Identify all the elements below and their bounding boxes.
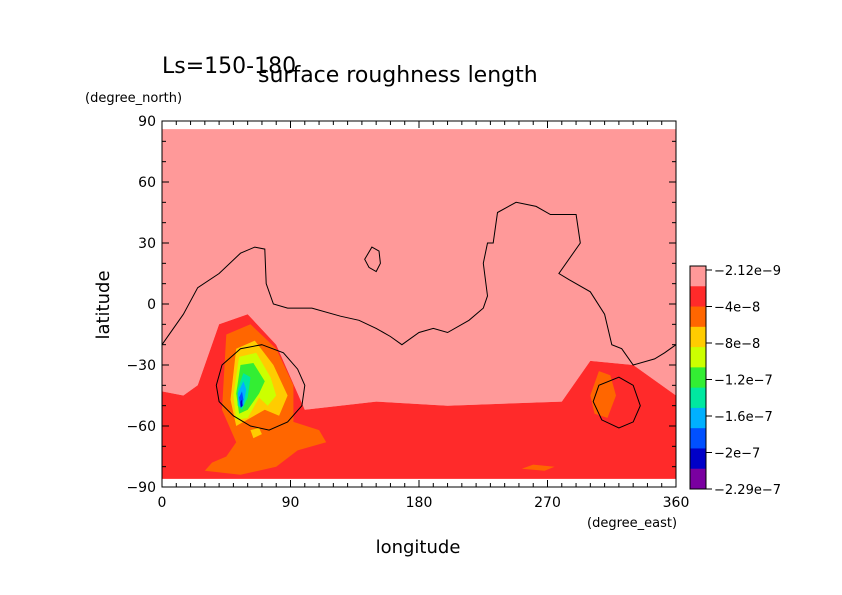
- y-tick-label: 30: [138, 236, 156, 252]
- region-level-9-12: [240, 399, 243, 408]
- colorbar-label: −2e−7: [714, 447, 760, 462]
- y-tick-label: 90: [138, 114, 156, 130]
- x-tick-label: 270: [534, 495, 561, 511]
- y-unit-label: (degree_north): [85, 91, 182, 106]
- region-level-2-4: [521, 464, 555, 471]
- colorbar-swatch: [690, 347, 706, 368]
- colorbar-label: −4e−8: [714, 301, 760, 316]
- x-tick-label: 180: [406, 495, 433, 511]
- colorbar-swatch: [690, 428, 706, 449]
- contour-line-2: [215, 344, 306, 431]
- colorbar-swatch: [690, 387, 706, 409]
- colorbar-swatch: [690, 326, 706, 348]
- subtitle-season: Ls=150-180: [162, 54, 296, 79]
- colorbar-label: −1.6e−7: [714, 410, 773, 425]
- chart-title: surface roughness length: [258, 63, 538, 88]
- colorbar-swatch: [690, 266, 706, 287]
- contour-line-1: [364, 246, 381, 273]
- colorbar-frame: [689, 265, 707, 490]
- colorbar: −2.12e−9 −4e−8 −8e−8 −1.2e−7 −1.6e−7 −2e−7 −2.…: [689, 264, 781, 498]
- colorbar-swatch: [690, 407, 706, 429]
- contour-lines: [161, 201, 677, 431]
- y-tick-label: −90: [126, 480, 156, 496]
- x-tick-label: 360: [663, 495, 690, 511]
- y-tick-label: −60: [126, 419, 156, 435]
- region-level-3-6: [250, 428, 262, 439]
- colorbar-label: −8e−8: [714, 337, 760, 352]
- contour-line-0: [161, 201, 677, 366]
- x-axis-label: longitude: [376, 537, 461, 558]
- colorbar-label: −2.12e−9: [714, 264, 781, 279]
- colorbar-swatch: [690, 367, 706, 389]
- colorbar-swatch: [690, 306, 706, 328]
- region-level-8-11: [239, 391, 244, 408]
- axis-ticks: 0 90 180 270 360 90 60 30 0 −30 −60 −90: [126, 114, 689, 511]
- y-tick-label: 60: [138, 175, 156, 191]
- x-tick-label: 90: [282, 495, 300, 511]
- colorbar-label: −1.2e−7: [714, 374, 773, 389]
- filled-regions: [162, 129, 676, 479]
- region-level-0-0: [162, 129, 676, 410]
- y-axis-label: latitude: [93, 270, 114, 339]
- region-level-2-3: [590, 371, 616, 418]
- x-tick-label: 0: [158, 495, 167, 511]
- colorbar-swatch: [690, 468, 706, 490]
- contour-line-3: [592, 376, 641, 429]
- colorbar-label: −2.29e−7: [714, 483, 781, 498]
- colorbar-swatch: [690, 286, 706, 308]
- y-tick-label: −30: [126, 358, 156, 374]
- x-unit-label: (degree_east): [587, 516, 677, 531]
- colorbar-swatch: [690, 448, 706, 470]
- y-tick-label: 0: [147, 297, 156, 313]
